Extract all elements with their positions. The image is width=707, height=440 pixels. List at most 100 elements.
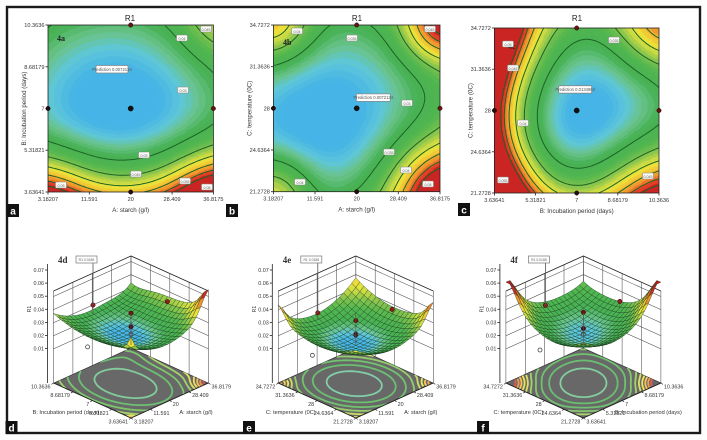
svg-text:36.8175: 36.8175 bbox=[203, 197, 223, 203]
svg-text:10.3636: 10.3636 bbox=[31, 385, 51, 391]
svg-text:0.06: 0.06 bbox=[204, 186, 211, 190]
svg-text:0.03: 0.03 bbox=[180, 89, 187, 93]
svg-text:R1: R1 bbox=[352, 14, 363, 23]
svg-text:4f: 4f bbox=[510, 255, 519, 265]
svg-text:0.07: 0.07 bbox=[34, 268, 45, 274]
svg-text:7: 7 bbox=[41, 107, 44, 113]
svg-text:0.02: 0.02 bbox=[34, 334, 45, 340]
svg-text:0.03: 0.03 bbox=[258, 320, 269, 326]
svg-text:31.3636: 31.3636 bbox=[250, 65, 270, 71]
svg-text:0.045: 0.045 bbox=[132, 173, 141, 177]
svg-text:0.05: 0.05 bbox=[34, 294, 45, 300]
svg-text:11.591: 11.591 bbox=[307, 197, 324, 203]
svg-text:0.045: 0.045 bbox=[202, 28, 211, 32]
svg-text:B: Incubation period (days): B: Incubation period (days) bbox=[540, 208, 614, 215]
svg-text:21.2728: 21.2728 bbox=[250, 190, 270, 196]
svg-text:24.6364: 24.6364 bbox=[250, 148, 270, 154]
svg-text:R1: R1 bbox=[479, 306, 485, 313]
svg-text:20: 20 bbox=[354, 197, 360, 203]
svg-text:5.31821: 5.31821 bbox=[89, 411, 109, 417]
svg-text:8.68179: 8.68179 bbox=[608, 198, 628, 204]
svg-text:10.3636: 10.3636 bbox=[664, 385, 684, 391]
svg-text:20: 20 bbox=[128, 197, 134, 203]
svg-text:3.18207: 3.18207 bbox=[38, 197, 58, 203]
svg-text:0.01: 0.01 bbox=[486, 347, 497, 353]
svg-text:0.05: 0.05 bbox=[258, 294, 269, 300]
svg-text:7: 7 bbox=[575, 198, 578, 204]
svg-text:21.2728: 21.2728 bbox=[471, 191, 491, 197]
svg-text:0.07: 0.07 bbox=[486, 268, 497, 274]
svg-text:20: 20 bbox=[173, 402, 179, 408]
svg-text:4a: 4a bbox=[57, 34, 65, 43]
svg-text:Prediction 0.0072134: Prediction 0.0072134 bbox=[92, 67, 132, 72]
svg-text:34.7272: 34.7272 bbox=[483, 385, 503, 391]
svg-text:0.01: 0.01 bbox=[34, 347, 45, 353]
svg-text:3.18207: 3.18207 bbox=[263, 197, 283, 203]
svg-text:8.68179: 8.68179 bbox=[50, 393, 70, 399]
svg-text:28.409: 28.409 bbox=[164, 197, 181, 203]
svg-text:e: e bbox=[246, 424, 252, 435]
svg-text:A: starch (g/l): A: starch (g/l) bbox=[112, 207, 149, 214]
svg-text:0.04: 0.04 bbox=[34, 307, 45, 313]
svg-text:0.04: 0.04 bbox=[486, 307, 497, 313]
svg-text:Prediction 0.0072134: Prediction 0.0072134 bbox=[354, 95, 394, 100]
svg-text:R1 0.0185: R1 0.0185 bbox=[79, 258, 95, 262]
svg-text:0.07: 0.07 bbox=[258, 268, 269, 274]
svg-text:4d: 4d bbox=[58, 255, 68, 265]
svg-text:28: 28 bbox=[264, 106, 270, 112]
svg-text:0.035: 0.035 bbox=[610, 39, 619, 43]
svg-text:28: 28 bbox=[308, 402, 314, 408]
svg-text:8.68179: 8.68179 bbox=[645, 393, 665, 399]
svg-text:0.04: 0.04 bbox=[297, 181, 304, 185]
svg-text:20: 20 bbox=[398, 402, 404, 408]
svg-text:A: starch (g/l): A: starch (g/l) bbox=[179, 410, 212, 416]
svg-text:0.04: 0.04 bbox=[179, 37, 186, 41]
svg-text:24.6364: 24.6364 bbox=[542, 411, 562, 417]
svg-text:21.2728: 21.2728 bbox=[333, 420, 353, 426]
svg-text:34.7272: 34.7272 bbox=[471, 26, 491, 32]
svg-text:0.06: 0.06 bbox=[258, 281, 269, 287]
svg-text:a: a bbox=[10, 207, 16, 218]
svg-text:c: c bbox=[461, 206, 467, 217]
svg-text:34.7272: 34.7272 bbox=[250, 23, 270, 29]
svg-text:5.31821: 5.31821 bbox=[606, 411, 626, 417]
svg-text:R1: R1 bbox=[252, 306, 258, 313]
svg-text:R1 0.0185: R1 0.0185 bbox=[531, 258, 547, 262]
svg-text:10.3636: 10.3636 bbox=[24, 23, 44, 29]
svg-text:0.04: 0.04 bbox=[258, 307, 269, 313]
svg-text:28.409: 28.409 bbox=[192, 393, 209, 399]
svg-text:A: starch (g/l): A: starch (g/l) bbox=[404, 410, 437, 416]
svg-text:0.01: 0.01 bbox=[258, 347, 269, 353]
svg-text:31.3636: 31.3636 bbox=[503, 393, 523, 399]
svg-text:A: starch (g/l): A: starch (g/l) bbox=[338, 207, 375, 214]
svg-text:C: temperature (0C): C: temperature (0C) bbox=[246, 81, 253, 136]
svg-text:0.06: 0.06 bbox=[34, 281, 45, 287]
svg-text:R1 0.0185: R1 0.0185 bbox=[303, 258, 319, 262]
svg-text:R1: R1 bbox=[572, 14, 583, 23]
svg-text:0.05: 0.05 bbox=[425, 183, 432, 187]
svg-text:0.06: 0.06 bbox=[486, 281, 497, 287]
svg-text:0.03: 0.03 bbox=[404, 102, 411, 106]
svg-text:3.18207: 3.18207 bbox=[359, 420, 379, 426]
svg-text:C: temperature (0C): C: temperature (0C) bbox=[467, 83, 474, 138]
svg-text:11.591: 11.591 bbox=[378, 411, 394, 417]
svg-text:0.045: 0.045 bbox=[426, 28, 435, 32]
svg-text:36.8179: 36.8179 bbox=[436, 385, 456, 391]
svg-text:28: 28 bbox=[485, 109, 491, 115]
svg-text:C: temperature (0C): C: temperature (0C) bbox=[266, 410, 316, 416]
svg-text:24.6364: 24.6364 bbox=[314, 411, 334, 417]
svg-text:0.02: 0.02 bbox=[258, 334, 269, 340]
svg-text:Prediction 0.0134863: Prediction 0.0134863 bbox=[555, 87, 595, 92]
svg-text:28.409: 28.409 bbox=[390, 197, 407, 203]
svg-text:B: Incubation period (days): B: Incubation period (days) bbox=[615, 410, 682, 416]
svg-text:11.591: 11.591 bbox=[81, 197, 98, 203]
svg-text:0.035: 0.035 bbox=[385, 151, 394, 155]
svg-text:11.591: 11.591 bbox=[153, 411, 169, 417]
svg-text:7: 7 bbox=[86, 402, 89, 408]
svg-text:36.8175: 36.8175 bbox=[430, 197, 450, 203]
svg-text:3.63641: 3.63641 bbox=[484, 198, 504, 204]
svg-text:C: temperature (0C): C: temperature (0C) bbox=[494, 410, 544, 416]
svg-text:R1: R1 bbox=[125, 14, 136, 23]
svg-text:4e: 4e bbox=[283, 255, 292, 265]
svg-text:8.68179: 8.68179 bbox=[24, 65, 44, 71]
